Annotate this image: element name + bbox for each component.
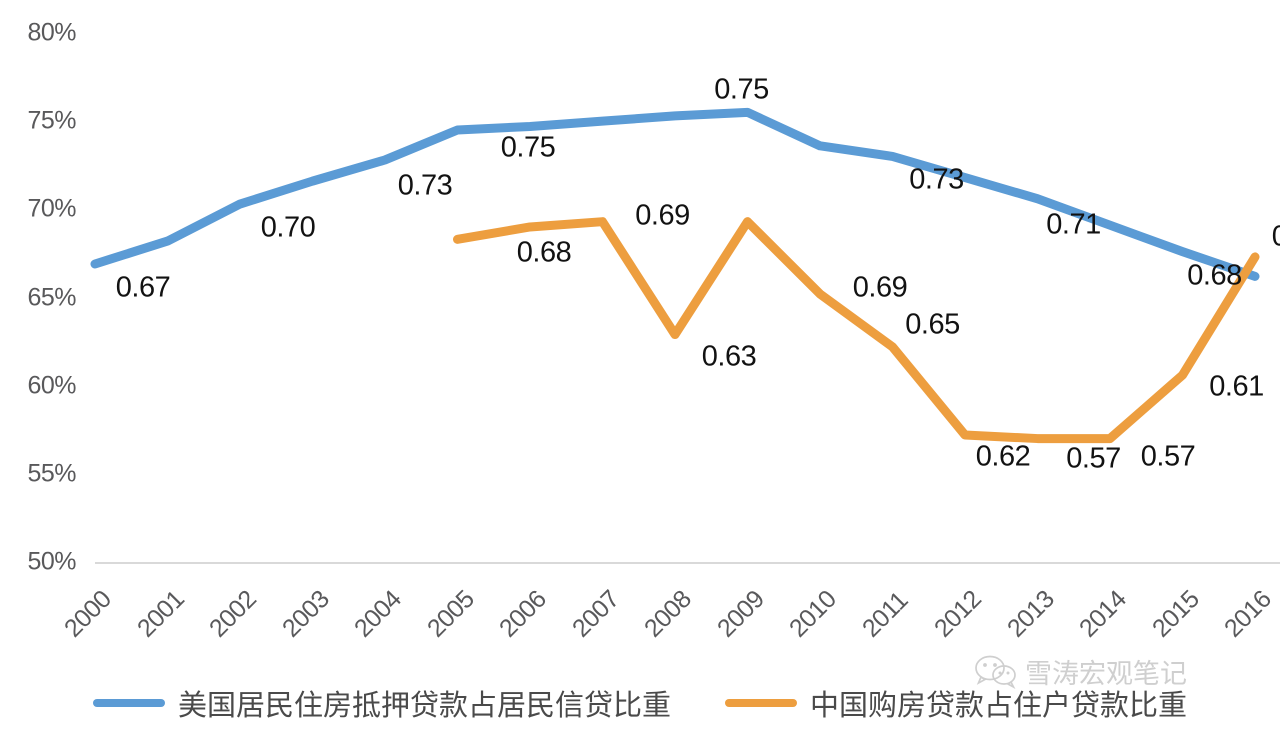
data-label: 0.68 xyxy=(1187,259,1242,292)
chart-legend: 美国居民住房抵押贷款占居民信贷比重 中国购房贷款占住户贷款比重 xyxy=(0,678,1280,728)
data-label: 0.62 xyxy=(975,440,1031,473)
legend-swatch-china xyxy=(725,699,797,707)
data-label: 0.57 xyxy=(1140,440,1196,473)
data-label: 0.70 xyxy=(260,211,316,244)
data-label: 0.75 xyxy=(714,73,769,106)
data-label: 0.73 xyxy=(909,163,964,196)
y-tick-label: 75% xyxy=(27,106,76,135)
legend-label-china: 中国购房贷款占住户贷款比重 xyxy=(810,688,1188,722)
data-label: 0.61 xyxy=(1209,370,1264,403)
series-line-0 xyxy=(90,107,1260,281)
data-label: 0.69 xyxy=(635,199,690,232)
y-tick-label: 50% xyxy=(27,547,76,576)
axis-baseline xyxy=(95,562,1280,564)
data-label: 0.71 xyxy=(1046,208,1101,241)
data-label: 0.57 xyxy=(1066,442,1121,475)
legend-label-us: 美国居民住房抵押贷款占居民信贷比重 xyxy=(177,688,671,722)
data-label: 0.67 xyxy=(115,271,171,304)
y-tick-label: 70% xyxy=(27,194,76,223)
data-label: 0.65 xyxy=(905,308,960,341)
legend-item-us[interactable]: 美国居民住房抵押贷款占居民信贷比重 xyxy=(92,682,671,724)
data-label: 0.68 xyxy=(516,236,572,269)
y-tick-label: 55% xyxy=(27,459,76,488)
series-line-1 xyxy=(453,217,1260,444)
data-label: 0.67 xyxy=(1271,220,1280,253)
y-tick-label: 60% xyxy=(27,371,76,400)
y-tick-label: 80% xyxy=(27,18,76,47)
legend-item-china[interactable]: 中国购房贷款占住户贷款比重 xyxy=(725,682,1187,724)
legend-swatch-us xyxy=(92,699,165,707)
data-label: 0.73 xyxy=(397,169,453,202)
y-tick-label: 65% xyxy=(27,283,76,311)
data-label: 0.69 xyxy=(852,271,908,304)
data-label: 0.75 xyxy=(500,131,556,164)
data-label: 0.63 xyxy=(701,340,757,373)
